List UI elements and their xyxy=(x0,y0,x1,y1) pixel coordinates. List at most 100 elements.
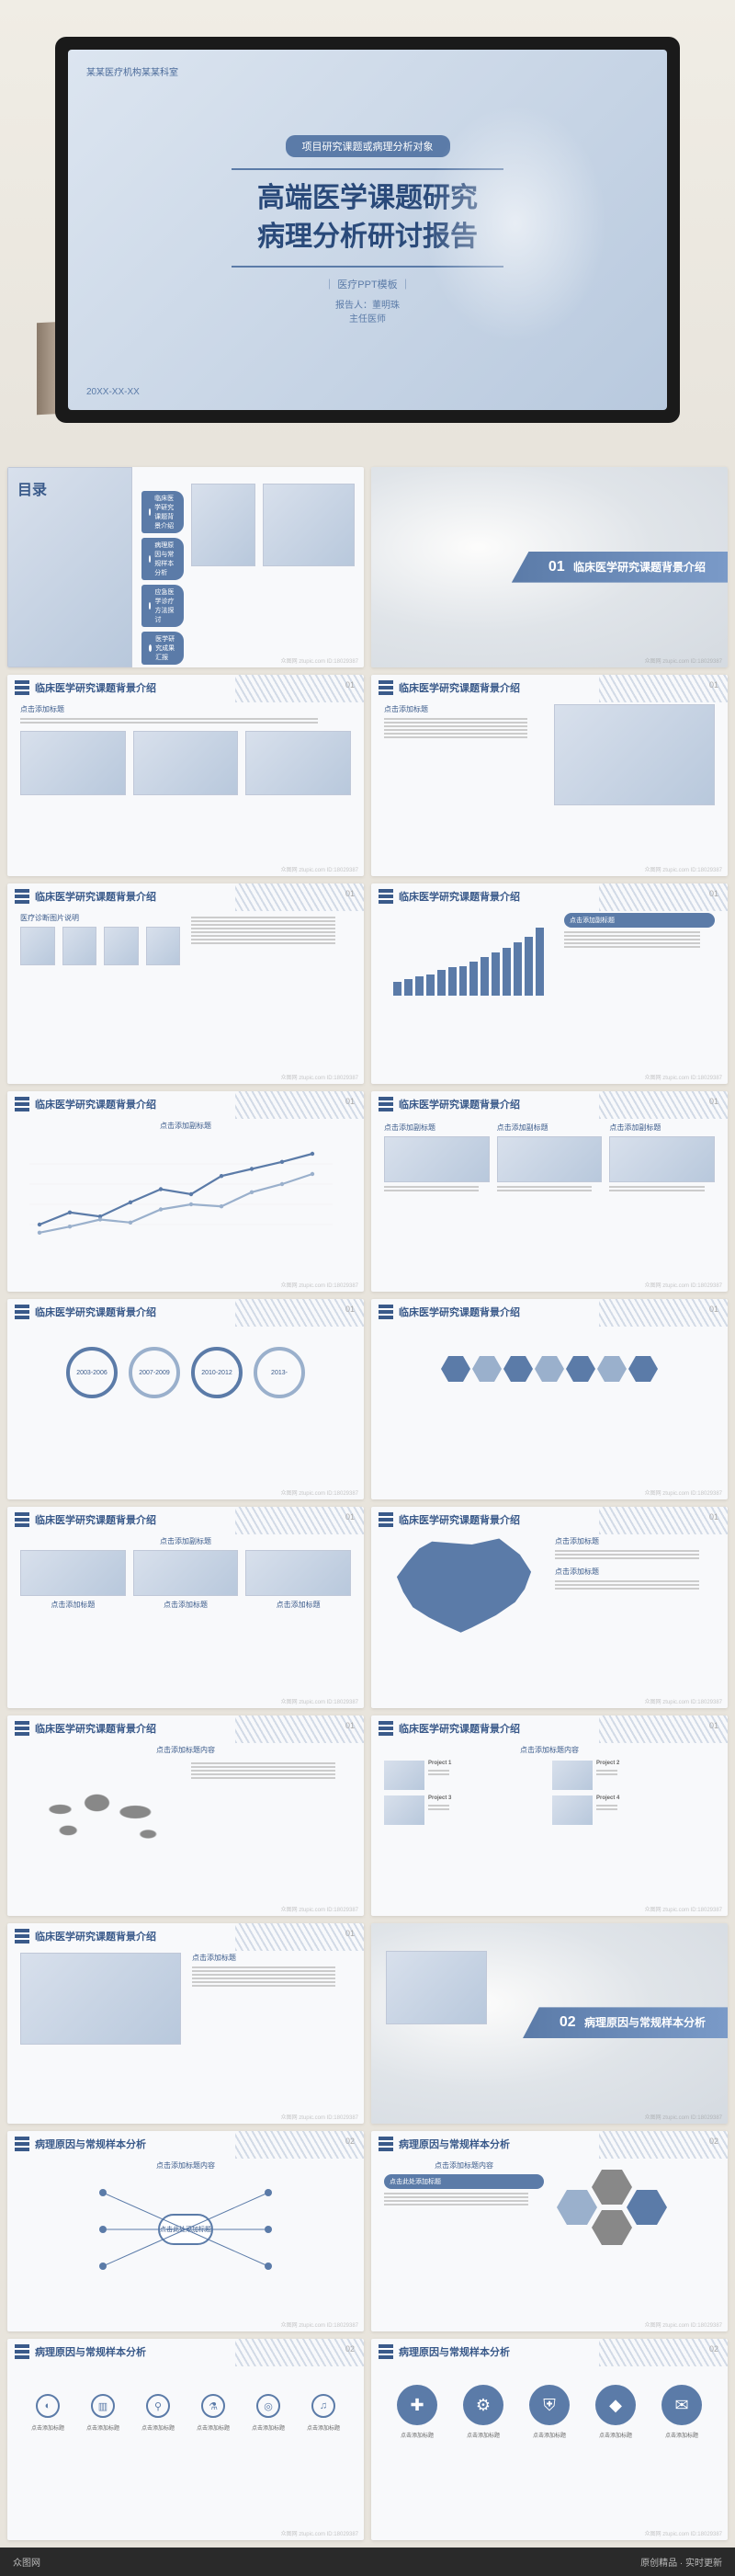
slide-title: 临床医学研究课题背景介绍 xyxy=(399,889,520,904)
slide-title: 临床医学研究课题背景介绍 xyxy=(35,1721,156,1736)
watermark: 众图网 ztupic.com ID:18029387 xyxy=(645,1488,722,1497)
toc-item: 医学研究成果汇报 xyxy=(141,632,184,665)
sub-label: 点击添加标题 xyxy=(555,1536,715,1546)
dialog-icon: ⛨ xyxy=(529,2385,570,2425)
slide-num: 01 xyxy=(709,1721,718,1730)
consult-photo xyxy=(20,1953,181,2045)
content-image xyxy=(146,927,181,965)
project-item: Project 4 xyxy=(552,1795,715,1825)
project-item: Project 2 xyxy=(552,1761,715,1790)
nurse-photo xyxy=(386,1951,487,2024)
icon-label: 点击添加标题 xyxy=(135,2423,181,2432)
icon-label: 点击添加标题 xyxy=(586,2431,646,2439)
content-image xyxy=(497,1136,603,1182)
slide-3img-labeled: 临床医学研究课题背景介绍 01 点击添加副标题 点击添加标题 点击添加标题 点击… xyxy=(7,1507,364,1707)
slide-title: 临床医学研究课题背景介绍 xyxy=(35,680,156,695)
header-icon xyxy=(379,1512,393,1527)
toc-item: 病理原因与常规样本分析 xyxy=(141,538,184,580)
monitor-frame: 某某医疗机构某某科室 项目研究课题或病理分析对象 高端医学课题研究 病理分析研讨… xyxy=(55,37,680,423)
project-label: Project 2 xyxy=(596,1761,619,1766)
watermark: 众图网 ztupic.com ID:18029387 xyxy=(281,2113,358,2121)
main-title: 高端医学课题研究 病理分析研讨报告 xyxy=(232,168,503,268)
author-block: 报告人：董明珠 主任医师 xyxy=(335,297,400,325)
icon-label: 点击添加标题 xyxy=(245,2423,291,2432)
hex-node xyxy=(535,1356,564,1382)
header-icon xyxy=(15,2137,29,2151)
watermark: 众图网 ztupic.com ID:18029387 xyxy=(645,2113,722,2121)
header-icon xyxy=(379,889,393,904)
header-icon xyxy=(15,1721,29,1736)
img-label: 点击添加标题 xyxy=(20,1600,126,1664)
section-banner: 02 病理原因与常规样本分析 xyxy=(523,2007,728,2038)
watermark: 众图网 ztupic.com ID:18029387 xyxy=(281,1073,358,1081)
china-map xyxy=(384,1536,544,1637)
hex-node xyxy=(503,1356,533,1382)
section-title: 病理原因与常规样本分析 xyxy=(584,2016,706,2029)
footer-brand: 众图网 xyxy=(13,2555,40,2569)
sub-label: 点击添加标题 xyxy=(192,1953,351,1963)
toc-item: 应急医学诊疗方法探讨 xyxy=(141,585,184,627)
slide-title: 临床医学研究课题背景介绍 xyxy=(35,889,156,904)
icon-label: 点击添加标题 xyxy=(388,2431,447,2439)
watermark: 众图网 ztupic.com ID:18029387 xyxy=(281,1905,358,1913)
content-image xyxy=(384,1136,490,1182)
slide-title: 临床医学研究课题背景介绍 xyxy=(35,1305,156,1319)
project-image xyxy=(552,1761,593,1790)
slide-title: 临床医学研究课题背景介绍 xyxy=(35,1929,156,1943)
hex-row xyxy=(384,1356,715,1382)
img-label: 点击添加标题 xyxy=(245,1600,351,1664)
title-line-2: 病理分析研讨报告 xyxy=(257,222,478,252)
content-image xyxy=(20,731,126,795)
content-image xyxy=(62,927,97,965)
sub-label: 点击添加标题 xyxy=(384,704,543,714)
year-circle: 2013- xyxy=(254,1347,305,1398)
slide-mindmap: 病理原因与常规样本分析 02 点击添加标题内容 点击此处添加标题 众图网 ztu… xyxy=(7,2131,364,2331)
footer-bar: 众图网 原创精品 · 实时更新 xyxy=(0,2548,735,2576)
project-item: Project 1 xyxy=(384,1761,547,1790)
watermark: 众图网 ztupic.com ID:18029387 xyxy=(281,1281,358,1289)
slide-num: 02 xyxy=(709,2344,718,2354)
header-icon xyxy=(15,1929,29,1943)
header-icon xyxy=(15,1512,29,1527)
watermark: 众图网 ztupic.com ID:18029387 xyxy=(281,865,358,873)
watermark: 众图网 ztupic.com ID:18029387 xyxy=(645,1281,722,1289)
slide-section-01: 01 临床医学研究课题背景介绍 众图网 ztupic.com ID:180293… xyxy=(371,467,728,667)
year-circle: 2007-2009 xyxy=(129,1347,180,1398)
toc-title: 目录 xyxy=(17,477,47,499)
section-num: 02 xyxy=(560,2014,576,2030)
content-image xyxy=(133,731,239,795)
slide-china-map: 临床医学研究课题背景介绍 01 点击添加标题 点击添加标题 众图网 ztupic… xyxy=(371,1507,728,1707)
slide-title: 病理原因与常规样本分析 xyxy=(399,2344,510,2359)
flask-icon: ⚗ xyxy=(201,2394,225,2418)
slide-line-chart: 临床医学研究课题背景介绍 01 点击添加副标题 众图网 ztupic.com I… xyxy=(7,1091,364,1292)
gear-icon: ⚙ xyxy=(463,2385,503,2425)
watermark: 众图网 ztupic.com ID:18029387 xyxy=(281,1697,358,1705)
subtitle-bar: 项目研究课题或病理分析对象 xyxy=(286,135,450,157)
hex-node xyxy=(597,1356,627,1382)
slide-num: 01 xyxy=(709,889,718,898)
project-label: Project 3 xyxy=(428,1795,451,1801)
slide-consult-photo: 临床医学研究课题背景介绍 01 点击添加标题 众图网 ztupic.com ID… xyxy=(7,1923,364,2124)
header-icon xyxy=(15,2344,29,2359)
col-label: 点击添加副标题 xyxy=(609,1123,715,1133)
slide-toc: 目录 临床医学研究课题背景介绍 病理原因与常规样本分析 应急医学诊疗方法探讨 医… xyxy=(7,467,364,667)
slide-section-02: 02 病理原因与常规样本分析 众图网 ztupic.com ID:1802938… xyxy=(371,1923,728,2124)
footer-tagline: 原创精品 · 实时更新 xyxy=(640,2555,722,2569)
hex-photo xyxy=(592,2210,632,2245)
slide-title: 病理原因与常规样本分析 xyxy=(35,2344,146,2359)
slide-hexagons: 临床医学研究课题背景介绍 01 众图网 ztupic.com ID:180293… xyxy=(371,1299,728,1499)
hex-photo xyxy=(557,2190,597,2225)
hex-cluster xyxy=(555,2160,715,2262)
search-icon: ⚲ xyxy=(146,2394,170,2418)
header-icon xyxy=(15,889,29,904)
toc-team-photo xyxy=(263,484,355,566)
hex-photo xyxy=(627,2190,667,2225)
surgery-photo xyxy=(554,704,715,805)
toc-doctor-photo xyxy=(191,484,255,566)
watermark: 众图网 ztupic.com ID:18029387 xyxy=(645,2529,722,2537)
watermark: 众图网 ztupic.com ID:18029387 xyxy=(645,2320,722,2329)
target-icon: ◎ xyxy=(256,2394,280,2418)
icon-label: 点击添加标题 xyxy=(454,2431,514,2439)
hex-node xyxy=(441,1356,470,1382)
sub-label: 点击添加副标题 xyxy=(20,1536,351,1546)
